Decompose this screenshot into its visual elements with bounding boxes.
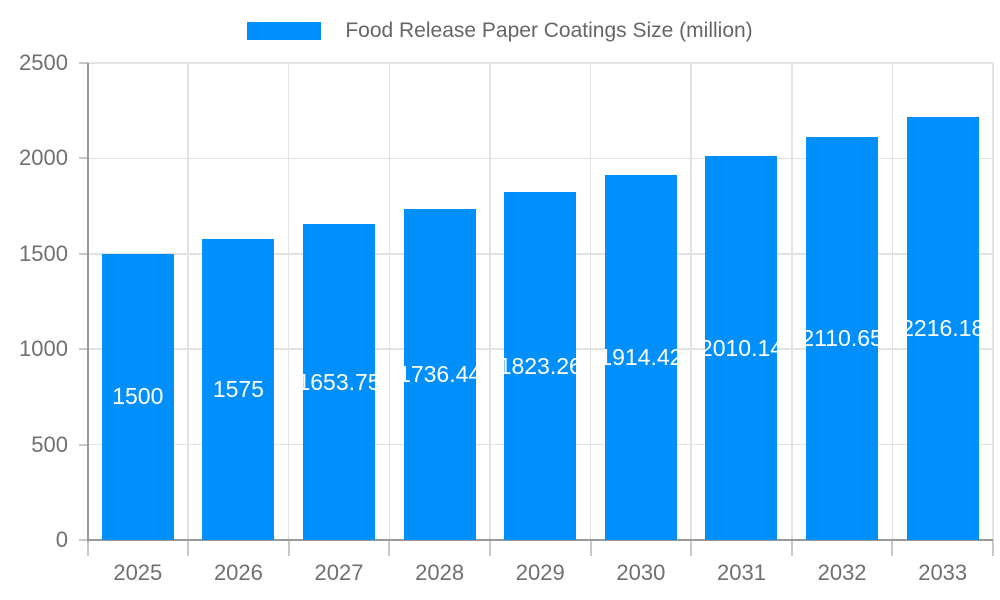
v-gridline: [589, 63, 592, 540]
v-gridline: [891, 63, 894, 540]
x-axis-tick: [388, 540, 391, 556]
x-tick-label: 2033: [918, 560, 968, 585]
bar[interactable]: 2010.14: [705, 156, 778, 540]
y-tick-label: 500: [31, 431, 68, 457]
y-axis-tick: [78, 348, 88, 351]
bar[interactable]: 1823.26: [504, 192, 577, 540]
bar[interactable]: 2216.18: [906, 117, 979, 540]
x-axis-line: [87, 539, 993, 541]
y-tick-label: 2500: [19, 50, 68, 75]
v-gridline: [992, 63, 994, 540]
bar-value-label: 1653.75: [303, 368, 376, 395]
x-axis-tick: [690, 540, 693, 556]
x-tick-label: 2028: [415, 560, 465, 585]
v-gridline: [791, 63, 793, 540]
bar[interactable]: 1914.42: [604, 174, 677, 540]
y-axis-tick: [78, 157, 88, 160]
legend-label: Food Release Paper Coatings Size (millio…: [345, 19, 753, 42]
bar-value-label: 2110.65: [806, 325, 879, 352]
x-axis-tick: [86, 540, 89, 556]
y-axis-line: [86, 63, 89, 542]
x-tick-label: 2031: [716, 560, 766, 585]
bar-value-label: 1823.26: [504, 352, 577, 379]
h-gridline: [87, 62, 993, 64]
x-axis-tick: [790, 540, 793, 556]
x-axis-tick: [589, 540, 592, 556]
bar[interactable]: 1736.44: [403, 208, 476, 540]
bar[interactable]: 2110.65: [806, 137, 879, 540]
v-gridline: [690, 63, 692, 540]
bar-value-label: 2216.18: [906, 315, 979, 342]
y-tick-label: 1000: [19, 336, 68, 362]
v-gridline: [187, 63, 189, 540]
bar-value-label: 1914.42: [604, 343, 677, 370]
x-tick-label: 2025: [113, 560, 163, 585]
bar[interactable]: 1575: [202, 239, 275, 540]
y-axis-tick: [78, 62, 88, 64]
bar[interactable]: 1653.75: [303, 224, 376, 540]
x-axis-tick: [187, 540, 190, 556]
x-axis-tick: [992, 540, 994, 556]
bar-value-label: 1500: [112, 383, 164, 410]
bar-value-label: 2010.14: [705, 334, 778, 361]
bar-value-label: 1736.44: [403, 360, 476, 387]
y-tick-label: 2000: [19, 145, 68, 171]
y-axis-tick: [78, 443, 88, 446]
x-tick-label: 2026: [213, 560, 263, 585]
v-gridline: [287, 63, 290, 540]
y-axis-tick: [78, 252, 88, 255]
legend[interactable]: Food Release Paper Coatings Size (millio…: [0, 19, 1000, 43]
x-tick-label: 2027: [314, 560, 364, 585]
x-tick-label: 2030: [616, 560, 666, 585]
v-gridline: [388, 63, 391, 540]
bar-value-label: 1575: [212, 376, 264, 403]
y-tick-label: 0: [55, 527, 68, 552]
v-gridline: [489, 63, 491, 540]
y-tick-label: 1500: [19, 240, 68, 266]
x-axis-tick: [891, 540, 894, 556]
h-gridline: [87, 157, 993, 160]
x-tick-label: 2032: [817, 560, 867, 585]
x-axis-tick: [488, 540, 491, 556]
y-axis-tick: [78, 539, 88, 541]
bar[interactable]: 1500: [101, 253, 174, 540]
x-tick-label: 2029: [515, 560, 565, 585]
x-axis-tick: [287, 540, 290, 556]
legend-swatch: [247, 22, 322, 40]
